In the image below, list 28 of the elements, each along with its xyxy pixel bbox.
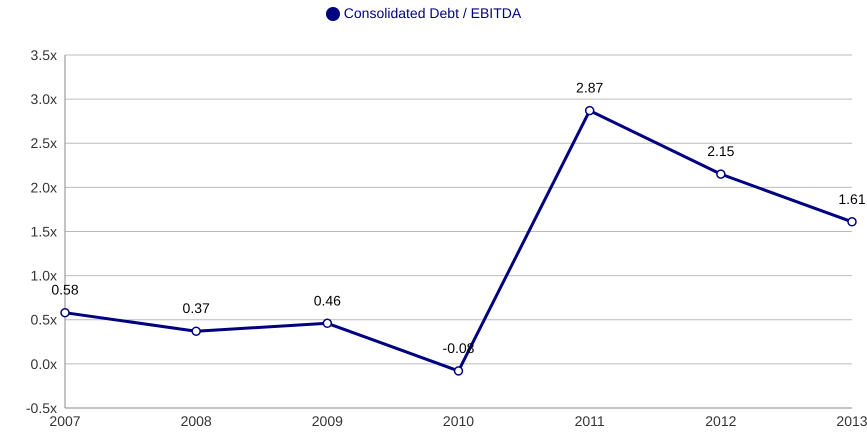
- point: [191, 326, 201, 336]
- y-tick-label: 1.5x: [30, 223, 57, 240]
- y-tick-label: 0.5x: [30, 312, 57, 328]
- data-label: 2.87: [576, 80, 604, 96]
- point: [454, 366, 464, 376]
- point: [60, 308, 70, 318]
- data-label: 0.37: [182, 300, 210, 316]
- data-label: 0.58: [51, 282, 79, 298]
- y-tick-label: 0.0x: [30, 356, 57, 372]
- point: [847, 217, 857, 227]
- point: [322, 318, 332, 328]
- x-tick-label: 2009: [312, 412, 344, 429]
- x-tick-label: 2013: [836, 412, 867, 429]
- x-tick-label: 2012: [705, 412, 737, 429]
- y-tick-label: 3.5x: [30, 46, 57, 63]
- legend-label: Consolidated Debt / EBITDA: [344, 5, 522, 21]
- x-tick-label: 2011: [574, 412, 605, 429]
- point: [716, 169, 726, 179]
- x-tick-label: 2008: [180, 412, 212, 429]
- point: [584, 106, 594, 116]
- y-tick-label: 3.0x: [30, 91, 57, 108]
- y-tick-label: 1.0x: [30, 268, 57, 284]
- y-tick-label: 2.0x: [30, 179, 57, 196]
- data-label: 2.15: [707, 143, 735, 160]
- data-label: 1.61: [838, 190, 866, 207]
- y-tick-label: 2.5x: [30, 135, 57, 152]
- data-label: 0.46: [314, 292, 342, 308]
- x-tick-label: 2010: [442, 412, 474, 429]
